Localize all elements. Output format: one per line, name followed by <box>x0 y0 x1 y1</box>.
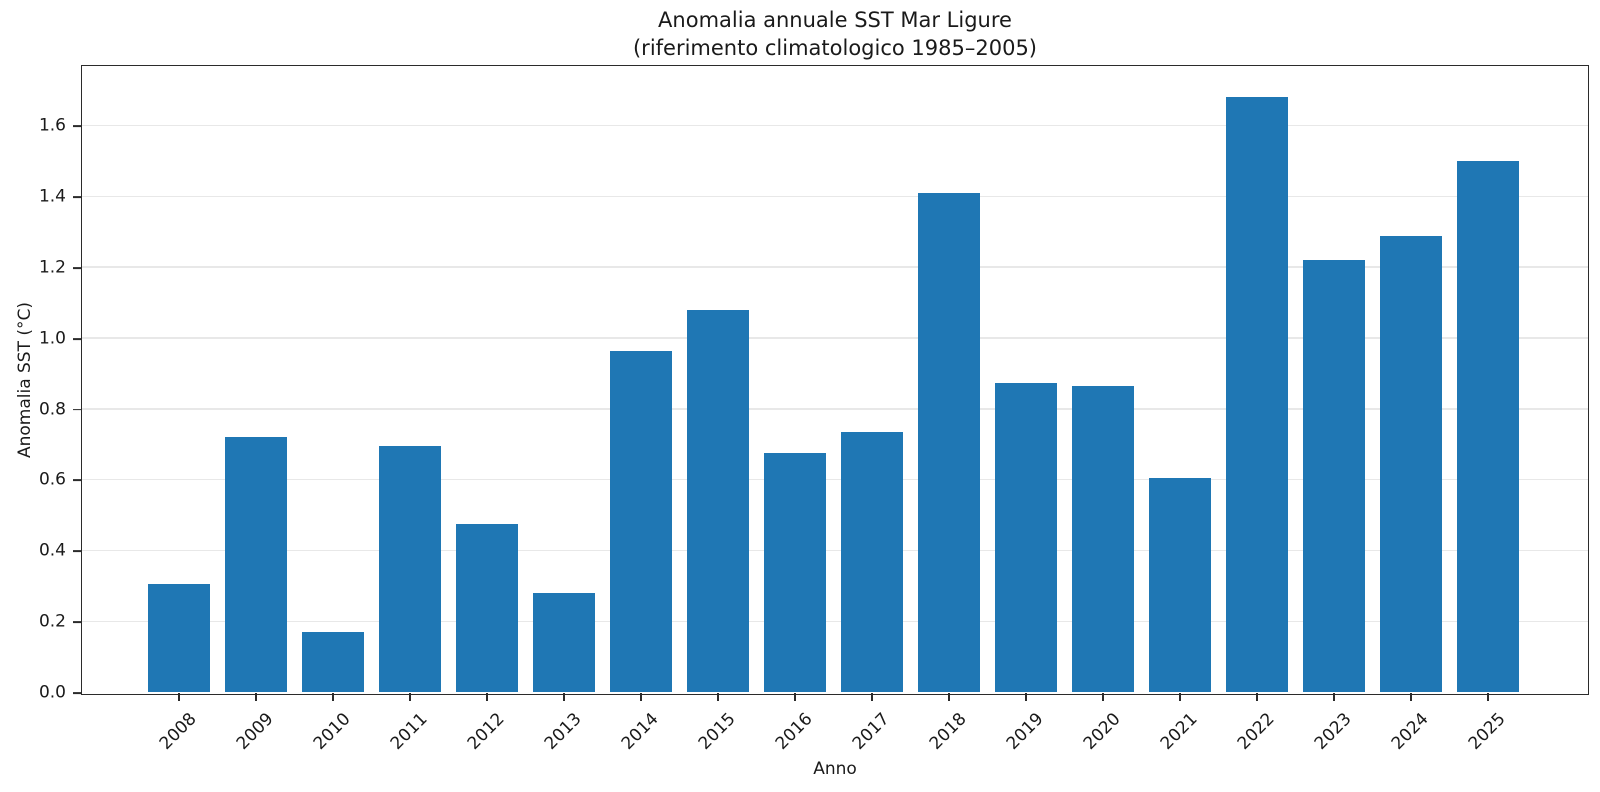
chart-title: Anomalia annuale SST Mar Ligure (riferim… <box>633 6 1037 62</box>
grid-line-0.2 <box>81 620 1588 623</box>
bar-2009 <box>224 437 287 693</box>
chart-title-line2: (riferimento climatologico 1985–2005) <box>632 36 1038 60</box>
x-tick-2018 <box>948 693 950 701</box>
x-tick-2025 <box>1487 693 1489 701</box>
x-tick-label-text: 2012 <box>463 709 509 754</box>
x-tick-2010 <box>332 693 334 701</box>
grid-line-1.6 <box>81 124 1588 127</box>
x-tick-label-text: 2015 <box>694 709 740 754</box>
x-tick-label-text: 2018 <box>925 709 971 754</box>
y-axis-label: Anomalia SST (°C) <box>15 301 35 459</box>
y-tick-label-0.4: 0.4 <box>38 540 66 561</box>
bar-2013 <box>532 593 595 693</box>
x-tick-label-text: 2019 <box>1002 709 1048 754</box>
y-tick-label-0.6: 0.6 <box>38 469 66 490</box>
x-tick-label-text: 2010 <box>309 709 355 754</box>
bar-2015 <box>686 309 749 693</box>
x-tick-2019 <box>1025 693 1027 701</box>
x-tick-label-text: 2021 <box>1156 709 1202 754</box>
bar-2008 <box>147 584 210 693</box>
x-tick-2024 <box>1410 693 1412 701</box>
x-tick-2012 <box>486 693 488 701</box>
y-tick-1.6 <box>73 125 81 128</box>
x-tick-label-text: 2009 <box>232 709 278 754</box>
y-tick-label-1.0: 1.0 <box>38 328 66 349</box>
x-tick-label-text: 2020 <box>1079 709 1125 754</box>
x-axis-label: Anno <box>813 759 857 779</box>
bar-2019 <box>994 382 1057 693</box>
x-tick-label-text: 2025 <box>1464 709 1510 754</box>
y-tick-1.0 <box>73 337 81 340</box>
y-tick-1.2 <box>73 267 81 269</box>
grid-line-1.2 <box>81 266 1588 268</box>
grid-line-1.4 <box>81 195 1588 198</box>
bar-2014 <box>609 350 672 693</box>
bar-2011 <box>378 446 441 693</box>
x-tick-2013 <box>563 693 565 701</box>
bar-2025 <box>1456 161 1519 693</box>
x-tick-label-text: 2023 <box>1310 709 1356 754</box>
y-tick-0.6 <box>73 479 81 482</box>
y-tick-label-1.6: 1.6 <box>38 115 66 136</box>
chart-title-line1: Anomalia annuale SST Mar Ligure <box>658 8 1012 32</box>
x-tick-label-text: 2022 <box>1233 709 1279 754</box>
x-tick-2022 <box>1256 693 1258 701</box>
bar-2017 <box>840 432 903 693</box>
grid-line-0.6 <box>81 478 1588 481</box>
x-tick-label-text: 2011 <box>386 709 432 754</box>
grid-line-0.8 <box>81 408 1588 410</box>
x-tick-2008 <box>178 693 180 701</box>
y-tick-label-1.2: 1.2 <box>38 257 66 278</box>
x-tick-2016 <box>794 693 796 701</box>
x-tick-2023 <box>1333 693 1335 701</box>
bar-2012 <box>455 524 518 693</box>
bar-2024 <box>1379 235 1442 693</box>
y-tick-0.0 <box>73 692 81 694</box>
y-tick-0.8 <box>73 408 81 411</box>
x-tick-label-text: 2016 <box>771 709 817 754</box>
x-tick-label-text: 2024 <box>1387 709 1433 754</box>
x-tick-label-text: 2017 <box>848 709 894 754</box>
x-tick-2014 <box>640 693 642 701</box>
y-tick-label-0.0: 0.0 <box>38 682 66 703</box>
y-tick-label-0.2: 0.2 <box>38 611 66 632</box>
x-tick-label-text: 2008 <box>155 709 201 754</box>
bar-2021 <box>1148 478 1211 693</box>
x-tick-2020 <box>1102 693 1104 701</box>
bar-2016 <box>763 453 826 693</box>
x-tick-2017 <box>871 693 873 701</box>
x-tick-label-text: 2014 <box>617 709 663 754</box>
grid-line-1.0 <box>81 337 1588 339</box>
y-tick-label-0.8: 0.8 <box>38 399 66 420</box>
bar-2022 <box>1225 97 1288 693</box>
x-tick-2021 <box>1179 693 1181 701</box>
y-tick-label-1.4: 1.4 <box>38 186 66 207</box>
bar-2018 <box>917 193 980 693</box>
x-tick-2015 <box>717 693 719 701</box>
y-tick-0.4 <box>73 550 81 553</box>
bar-2023 <box>1302 260 1365 693</box>
x-tick-2009 <box>255 693 257 701</box>
plot-area <box>80 64 1589 695</box>
x-tick-2011 <box>409 693 411 701</box>
bar-2010 <box>301 632 364 693</box>
y-tick-1.4 <box>73 196 81 198</box>
y-tick-0.2 <box>73 621 81 624</box>
x-tick-label-text: 2013 <box>540 709 586 754</box>
bar-2020 <box>1071 386 1134 693</box>
grid-line-0.4 <box>81 549 1588 552</box>
